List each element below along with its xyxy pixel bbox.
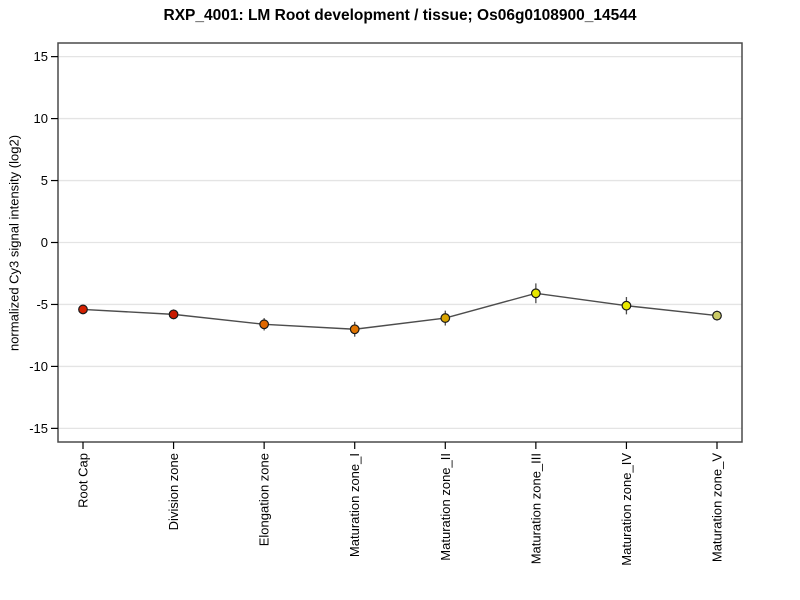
x-tick-label: Maturation zone_V xyxy=(710,453,725,562)
y-tick-label: -5 xyxy=(36,297,48,312)
y-tick-label: 10 xyxy=(34,111,48,126)
x-tick-label: Maturation zone_II xyxy=(438,453,453,561)
series-line xyxy=(82,292,718,330)
y-tick-label: 0 xyxy=(41,235,48,250)
y-tick-label: -15 xyxy=(29,421,48,436)
data-point xyxy=(349,324,360,335)
x-tick-label: Maturation zone_IV xyxy=(619,453,634,566)
x-tick-label: Maturation zone_I xyxy=(347,453,362,557)
chart-title: RXP_4001: LM Root development / tissue; … xyxy=(163,7,637,24)
x-tick-label: Elongation zone xyxy=(257,453,272,546)
data-point xyxy=(78,304,88,315)
data-point xyxy=(712,310,722,321)
y-tick-label: 15 xyxy=(34,49,48,64)
data-point xyxy=(259,319,270,330)
x-tick-label: Maturation zone_III xyxy=(528,453,543,564)
x-tick-label: Root Cap xyxy=(76,453,91,508)
y-tick-label: 5 xyxy=(41,173,48,188)
x-tick-label: Division zone xyxy=(166,453,181,530)
data-point xyxy=(440,313,451,323)
y-tick-label: -10 xyxy=(29,359,48,374)
data-point xyxy=(530,288,541,299)
data-point xyxy=(621,300,632,311)
data-point xyxy=(168,309,179,320)
